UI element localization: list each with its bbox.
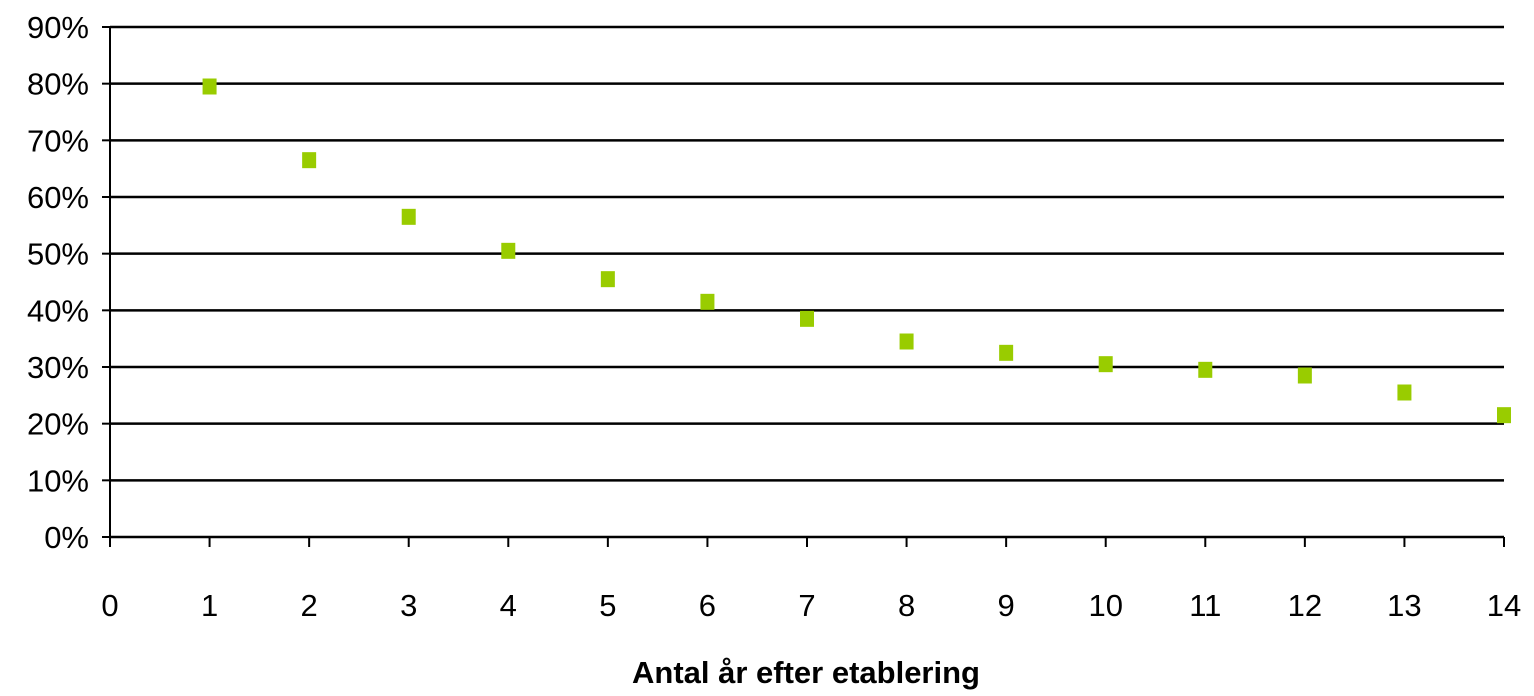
x-tick-label: 14 bbox=[1487, 588, 1521, 623]
x-tick-label: 3 bbox=[400, 588, 417, 623]
x-tick-label: 8 bbox=[898, 588, 915, 623]
x-tick-labels: 0 1 2 3 4 5 6 7 8 9 10 11 12 13 14 bbox=[101, 588, 1521, 623]
data-point bbox=[1098, 356, 1113, 373]
y-tick-label: 90% bbox=[27, 10, 89, 45]
x-axis-title: Antal år efter etablering bbox=[632, 655, 980, 690]
x-tick-label: 0 bbox=[101, 588, 118, 623]
y-tick-label: 30% bbox=[27, 350, 89, 385]
x-tick-label: 12 bbox=[1288, 588, 1322, 623]
x-tick-label: 5 bbox=[599, 588, 616, 623]
axes bbox=[102, 26, 1505, 547]
x-tick-label: 7 bbox=[798, 588, 815, 623]
y-tick-labels: 0% 10% 20% 30% 40% 50% 60% 70% 80% 90% bbox=[27, 10, 89, 555]
x-tick-label: 4 bbox=[500, 588, 517, 623]
y-tick-label: 50% bbox=[27, 237, 89, 272]
x-tick-label: 10 bbox=[1088, 588, 1122, 623]
data-point bbox=[700, 293, 715, 310]
y-tick-label: 0% bbox=[44, 520, 89, 555]
data-point bbox=[302, 152, 317, 169]
y-tick-label: 60% bbox=[27, 180, 89, 215]
data-point bbox=[1297, 367, 1312, 384]
y-tick-label: 40% bbox=[27, 293, 89, 328]
data-point bbox=[501, 242, 516, 259]
x-tick-label: 11 bbox=[1189, 588, 1221, 623]
x-tick-label: 1 bbox=[201, 588, 218, 623]
y-tick-label: 80% bbox=[27, 67, 89, 102]
x-tick-label: 13 bbox=[1387, 588, 1421, 623]
x-tick-label: 6 bbox=[699, 588, 716, 623]
gridlines bbox=[110, 25, 1504, 482]
y-tick-label: 10% bbox=[27, 463, 89, 498]
data-points bbox=[202, 78, 1511, 424]
data-point bbox=[401, 208, 416, 225]
data-point bbox=[1397, 384, 1412, 401]
data-point bbox=[1497, 407, 1511, 424]
data-point bbox=[202, 78, 217, 95]
data-point bbox=[1198, 361, 1213, 378]
data-point bbox=[899, 333, 914, 350]
data-point bbox=[999, 344, 1014, 361]
data-point bbox=[800, 310, 814, 327]
y-tick-label: 70% bbox=[27, 123, 89, 158]
x-tick-label: 9 bbox=[998, 588, 1015, 623]
data-point bbox=[600, 271, 615, 288]
y-tick-label: 20% bbox=[27, 407, 89, 442]
x-tick-label: 2 bbox=[301, 588, 318, 623]
